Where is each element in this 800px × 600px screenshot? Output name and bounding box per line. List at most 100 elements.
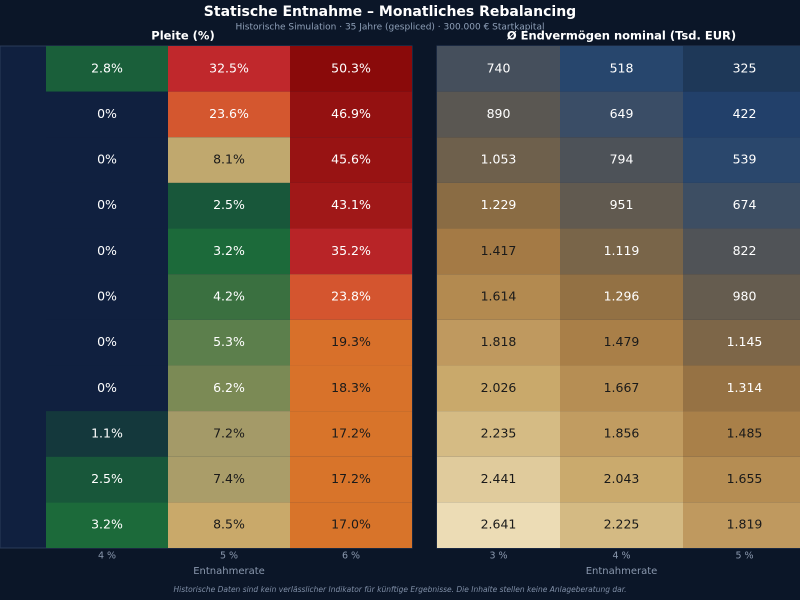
- cell-label: 18.3%: [331, 380, 371, 395]
- heatmap-cell: [168, 228, 290, 275]
- heatmap-cell: [683, 274, 800, 320]
- cell-label: 23.6%: [209, 106, 249, 121]
- cell-label: 17.0%: [331, 517, 371, 532]
- heatmap-cell: [290, 182, 412, 229]
- cell-label: 890: [487, 106, 511, 121]
- heatmap-cell: [560, 456, 683, 503]
- cell-label: 951: [610, 197, 634, 212]
- cell-label: 1.119: [604, 243, 640, 258]
- heatmap-cell: [46, 456, 168, 503]
- cell-label: 17.2%: [331, 471, 371, 486]
- cell-label: 1.818: [481, 334, 517, 349]
- cell-label: 2.043: [604, 471, 640, 486]
- cell-label: 43.1%: [331, 197, 371, 212]
- cell-label: 1.485: [727, 425, 763, 440]
- heatmap-cell: [290, 274, 412, 320]
- heatmap-cell: [560, 228, 683, 275]
- heatmap-cell: [683, 228, 800, 275]
- cell-label: 1.856: [604, 425, 640, 440]
- heatmap-cell: [290, 137, 412, 183]
- x-axis-label: Entnahmerate: [193, 566, 265, 577]
- cell-label: 8.1%: [213, 152, 245, 167]
- cell-label: 1.053: [481, 152, 517, 167]
- page-subtitle: Historische Simulation · 35 Jahre (gespl…: [236, 23, 545, 33]
- cell-label: 2.5%: [213, 197, 245, 212]
- heatmap-cell: [168, 46, 290, 92]
- heatmap-cell: [168, 456, 290, 503]
- heatmap-cell: [437, 365, 560, 412]
- heatmap-cell: [290, 502, 412, 548]
- x-tick-label: 4 %: [612, 551, 630, 562]
- heatmap-cell: [290, 228, 412, 275]
- cell-label: 0%: [97, 334, 117, 349]
- heatmap-cell: [290, 411, 412, 457]
- cell-label: 45.6%: [331, 152, 371, 167]
- heatmap-cell: [437, 502, 560, 548]
- cell-label: 2.641: [481, 517, 517, 532]
- cell-label: 2.026: [481, 380, 517, 395]
- cell-label: 1.614: [481, 289, 517, 304]
- cell-label: 2.225: [604, 517, 640, 532]
- cell-label: 3.2%: [213, 243, 245, 258]
- heatmap-cell: [560, 182, 683, 229]
- page-title: Statische Entnahme – Monatliches Rebalan…: [204, 4, 576, 20]
- cell-label: 6.2%: [213, 380, 245, 395]
- heatmap-cell: [437, 228, 560, 275]
- heatmap-cell: [683, 137, 800, 183]
- cell-label: 2.235: [481, 425, 517, 440]
- heatmap-cell: [168, 137, 290, 183]
- heatmap-cell: [683, 411, 800, 457]
- heatmap-cell: [290, 456, 412, 503]
- x-axis-label: Entnahmerate: [586, 566, 658, 577]
- heatmap-cell: [168, 274, 290, 320]
- cell-label: 1.314: [727, 380, 763, 395]
- heatmap-cell: [290, 91, 412, 138]
- cell-label: 539: [733, 152, 757, 167]
- heatmap-cell: [290, 46, 412, 92]
- heatmap-cell: [290, 365, 412, 412]
- cell-label: 1.229: [481, 197, 517, 212]
- heatmap-cell: [683, 365, 800, 412]
- heatmap-cell: [560, 274, 683, 320]
- heatmap-cell: [168, 91, 290, 138]
- x-tick-label: 3 %: [489, 551, 507, 562]
- heatmap-cell: [437, 46, 560, 92]
- heatmap-cell: [560, 411, 683, 457]
- cell-label: 1.1%: [91, 425, 123, 440]
- heatmap-cell: [683, 456, 800, 503]
- cell-label: 980: [733, 289, 757, 304]
- cell-label: 822: [733, 243, 757, 258]
- heatmap-cell: [437, 456, 560, 503]
- cell-label: 0%: [97, 106, 117, 121]
- cell-label: 674: [733, 197, 757, 212]
- heatmap-cell: [46, 228, 168, 275]
- cell-label: 794: [610, 152, 634, 167]
- heatmap-cell: [168, 182, 290, 229]
- cell-label: 1.145: [727, 334, 763, 349]
- heatmap-cell: [683, 91, 800, 138]
- cell-label: 4.2%: [213, 289, 245, 304]
- cell-label: 50.3%: [331, 60, 371, 75]
- heatmap-cell: [560, 46, 683, 92]
- heatmap-cell: [46, 274, 168, 320]
- heatmap-cell: [683, 319, 800, 366]
- panel-title: Ø Endvermögen nominal (Tsd. EUR): [507, 29, 736, 43]
- heatmap-cell: [168, 319, 290, 366]
- cell-label: 2.5%: [91, 471, 123, 486]
- cell-label: 0%: [97, 380, 117, 395]
- cell-label: 422: [733, 106, 757, 121]
- heatmap-cell: [290, 319, 412, 366]
- cell-label: 46.9%: [331, 106, 371, 121]
- panel-title: Pleite (%): [151, 29, 214, 43]
- heatmap-cell: [46, 365, 168, 412]
- cell-label: 32.5%: [209, 60, 249, 75]
- heatmap-cell: [46, 46, 168, 92]
- heatmap-cell: [46, 502, 168, 548]
- cell-label: 1.479: [604, 334, 640, 349]
- cell-label: 649: [610, 106, 634, 121]
- footnote: Historische Daten sind kein verlässliche…: [174, 585, 627, 594]
- heatmap-cell: [437, 182, 560, 229]
- x-tick-label: 6 %: [342, 551, 360, 562]
- heatmap-cell: [560, 502, 683, 548]
